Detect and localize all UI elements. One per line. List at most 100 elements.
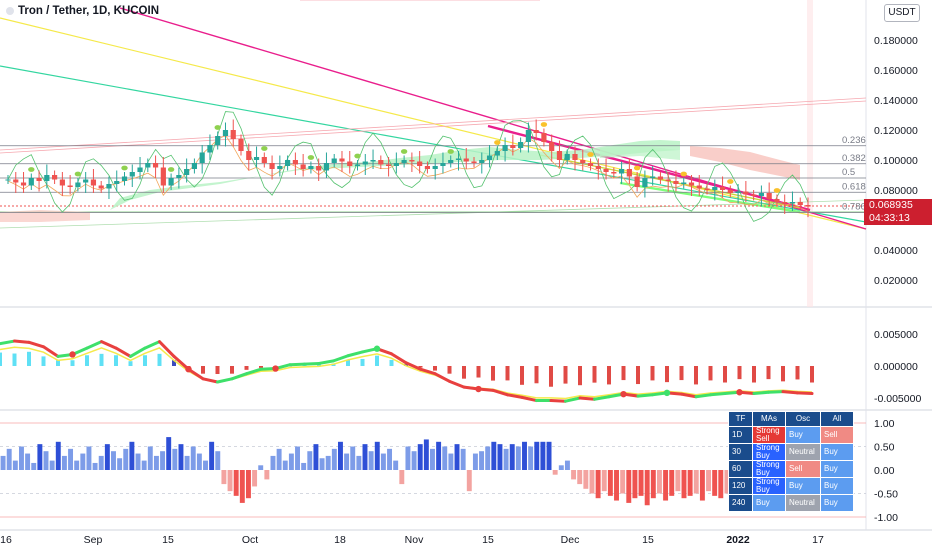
price-tick-label: 0.040000	[874, 245, 918, 257]
signal-row: 1D Strong Sell Buy Sell	[728, 426, 854, 444]
macd-line-segment	[680, 392, 698, 399]
rating-bar	[589, 470, 595, 494]
candle-body	[727, 190, 733, 193]
candle-body	[292, 160, 298, 165]
macd-line-segment	[85, 340, 103, 350]
histogram-bar	[723, 366, 727, 383]
rating-bar	[485, 446, 491, 470]
histogram-bar	[447, 366, 452, 374]
time-axis[interactable]: 16 Sep 15 Oct 18 Nov 15 Dec 15 2022 17	[0, 534, 824, 546]
histogram-bar	[114, 355, 118, 366]
macd-line-segment	[13, 339, 31, 344]
trend-lines	[0, 0, 867, 230]
price-tick-label: 0.080000	[874, 185, 918, 197]
candle-body	[797, 202, 803, 205]
candle-body	[479, 160, 485, 163]
rating-bar	[607, 470, 613, 496]
rating-bar	[239, 470, 245, 503]
macd-line-segment	[317, 359, 335, 365]
time-tick-label: 17	[812, 534, 824, 546]
candle-body	[36, 178, 42, 181]
macd-line-segment	[346, 350, 364, 358]
rating-bar	[111, 451, 116, 470]
chart-title-text: Tron / Tether, 1D, KUCOIN	[18, 5, 159, 17]
rating-bar	[43, 451, 49, 470]
macd-line-segment	[781, 390, 799, 395]
histogram-bar	[752, 366, 756, 383]
macd-line-segment	[303, 361, 321, 366]
candle-body	[580, 160, 586, 163]
rating-bar	[288, 453, 294, 470]
rating-bar	[245, 470, 251, 499]
row-all: Buy	[820, 494, 854, 512]
macd-line-segment	[709, 392, 727, 397]
rating-bar	[399, 470, 405, 485]
cross-marker	[475, 385, 482, 393]
rating-bar	[141, 460, 147, 470]
rating-bar	[325, 455, 331, 470]
histogram-bar	[85, 355, 89, 366]
signal-row: 120 Strong Buy Buy Buy	[728, 477, 854, 495]
candle-body	[704, 188, 710, 190]
candle-body	[774, 199, 780, 202]
rating-bar	[258, 465, 264, 470]
currency-button[interactable]: USDT	[884, 4, 920, 22]
osc-tick-label: 0.000000	[874, 361, 918, 373]
candle-body	[688, 182, 695, 186]
price-tick-label: 0.140000	[874, 95, 918, 107]
candle-body	[564, 154, 570, 160]
candle-body	[642, 178, 648, 187]
histogram-bar	[56, 360, 60, 366]
candle-body	[782, 202, 788, 204]
rating-bar	[19, 446, 24, 470]
rating-bar	[331, 448, 337, 470]
price-axis[interactable]: 0.180000 0.160000 0.140000 0.120000 0.100000…	[874, 35, 921, 524]
rating-bar	[460, 448, 466, 470]
row-osc: Neutral	[785, 494, 821, 512]
candle-body	[59, 179, 65, 186]
rating-bar	[172, 448, 178, 470]
rating-bar	[448, 453, 454, 470]
resistance-line-pink	[0, 97, 867, 151]
histogram-bar	[694, 366, 698, 385]
macd-line-segment	[593, 395, 611, 401]
rating-bar	[644, 470, 650, 506]
trend-line-lime-bold	[619, 181, 801, 214]
candle-body	[261, 157, 267, 163]
rating-bar	[31, 462, 37, 470]
candle-body	[114, 181, 120, 184]
histogram-bar	[476, 366, 481, 378]
rating-tick-label: 1.00	[874, 418, 895, 430]
trend-line-lower	[0, 199, 867, 229]
rating-bar	[368, 451, 374, 470]
macd-line-segment	[172, 354, 190, 371]
rating-bar	[295, 446, 300, 470]
histogram-bar	[520, 366, 524, 385]
rating-bar	[620, 470, 626, 494]
candle-body	[199, 152, 205, 163]
histogram-bar	[592, 366, 597, 383]
rating-bar	[86, 446, 92, 470]
histogram-bar	[636, 366, 640, 385]
rating-bar	[37, 444, 43, 470]
rating-bar	[650, 470, 656, 499]
histogram-bar	[766, 366, 771, 380]
histogram-bar	[172, 360, 176, 366]
histogram-bar	[781, 366, 785, 382]
oscillator-pane	[0, 339, 814, 403]
rating-bar	[117, 458, 123, 470]
histogram-bar	[259, 366, 263, 368]
rating-bar	[6, 448, 12, 470]
bar-countdown-tag: 04:33:13	[864, 212, 932, 225]
rating-bar	[718, 470, 724, 499]
macd-line-segment	[752, 390, 770, 396]
fib-level-label: 0.5	[842, 167, 855, 178]
rating-bar	[276, 448, 282, 470]
macd-line-segment	[549, 399, 567, 403]
histogram-bar	[99, 353, 104, 366]
cross-marker	[185, 366, 192, 373]
candle-body	[696, 185, 702, 189]
rating-bar	[98, 455, 104, 470]
candle-body	[448, 160, 454, 163]
